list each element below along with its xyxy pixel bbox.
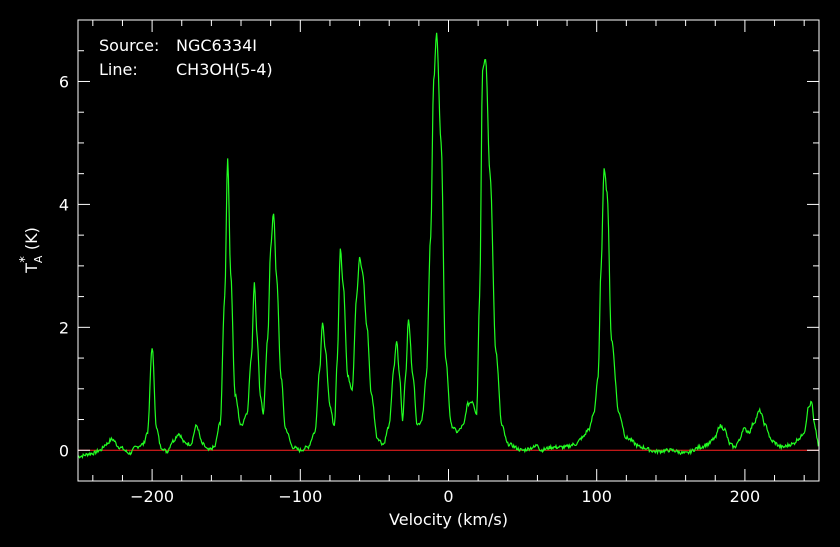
plot-frame (77, 19, 820, 482)
x-tick-label: 0 (443, 487, 453, 506)
y-axis-label-sub: A (32, 255, 45, 263)
y-axis-label-sup: * (18, 256, 33, 263)
plot-area (77, 32, 820, 459)
x-tick-label: −200 (130, 487, 174, 506)
y-tick-label: 2 (59, 318, 69, 337)
y-tick-label: 4 (59, 195, 69, 214)
x-tick-label: 100 (581, 487, 612, 506)
source-label: Source: (99, 36, 159, 55)
y-tick-label: 0 (59, 441, 69, 460)
x-tick-label: 200 (730, 487, 761, 506)
spectrum-line (77, 32, 820, 459)
y-tick-labels: 0 2 4 6 (59, 72, 69, 460)
y-tick-label: 6 (59, 72, 69, 91)
x-axis-label: Velocity (km/s) (389, 510, 508, 529)
source-value: NGC6334I (176, 36, 257, 55)
y-axis-label-base: T (22, 263, 41, 274)
y-axis-label-unit: (K) (22, 227, 41, 250)
axis-ticks (78, 19, 819, 482)
x-tick-label: −100 (278, 487, 322, 506)
line-label: Line: (99, 60, 138, 79)
y-axis-label: TA* (K) (18, 227, 45, 274)
x-tick-labels: −200 −100 0 100 200 (130, 487, 760, 506)
line-value: CH3OH(5-4) (176, 60, 273, 79)
